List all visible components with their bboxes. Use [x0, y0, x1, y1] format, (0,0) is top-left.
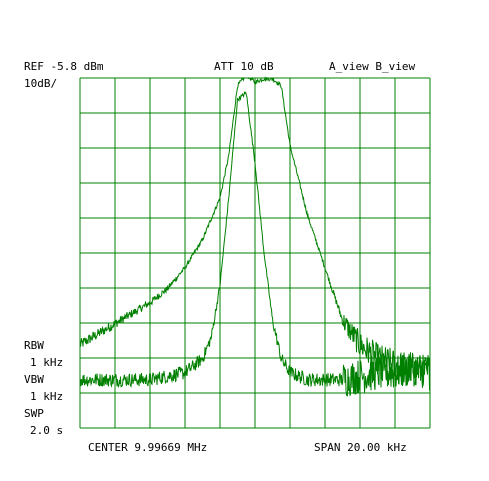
traces: [79, 76, 431, 397]
graticule: [79, 77, 431, 429]
center-frequency-label: CENTER 9.99669 MHz: [88, 441, 208, 454]
rbw-value: 1 kHz: [30, 356, 64, 369]
vbw-value: 1 kHz: [30, 390, 64, 403]
vbw-label: VBW: [24, 373, 44, 386]
swp-value: 2.0 s: [30, 424, 64, 437]
span-label: SPAN 20.00 kHz: [314, 441, 407, 454]
rbw-label: RBW: [24, 339, 44, 352]
scale-label: 10dB/: [24, 77, 58, 90]
swp-label: SWP: [24, 407, 44, 420]
trace-b-view: [79, 91, 431, 397]
views-label: A_view B_view: [329, 60, 416, 73]
attenuation-label: ATT 10 dB: [214, 60, 274, 73]
ref-level-label: REF -5.8 dBm: [24, 60, 104, 73]
